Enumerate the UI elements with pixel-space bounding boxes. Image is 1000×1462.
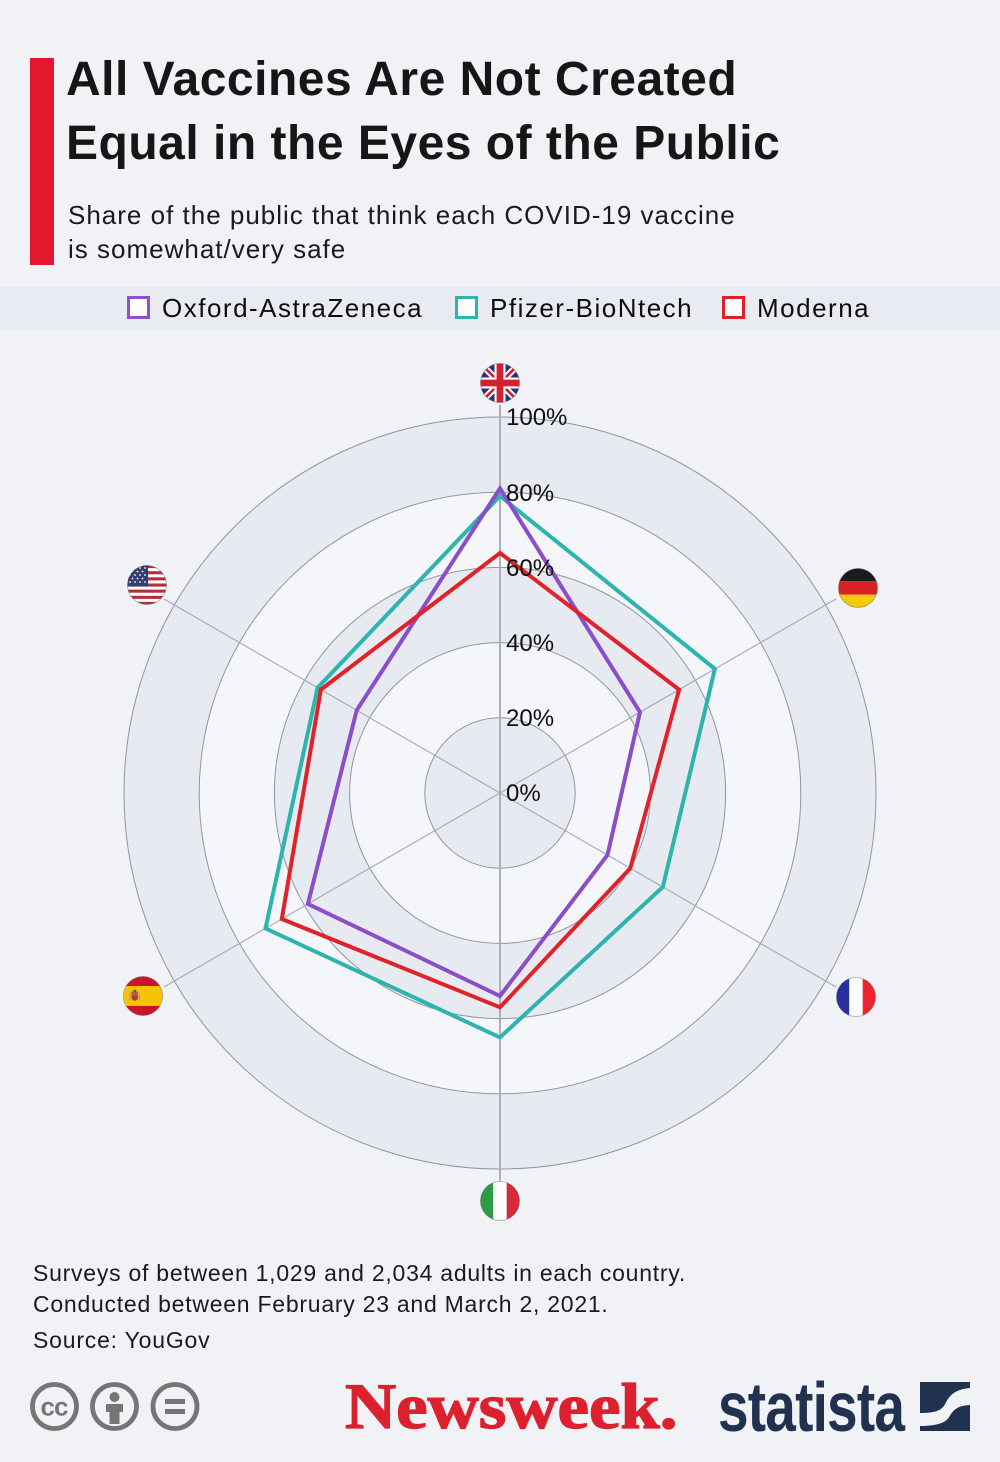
svg-text:60%: 60% [506,555,554,582]
svg-text:100%: 100% [506,404,567,431]
svg-text:80%: 80% [506,480,554,507]
svg-text:0%: 0% [506,780,541,807]
svg-text:cc: cc [41,1392,68,1422]
svg-text:40%: 40% [506,630,554,657]
svg-text:20%: 20% [506,705,554,732]
